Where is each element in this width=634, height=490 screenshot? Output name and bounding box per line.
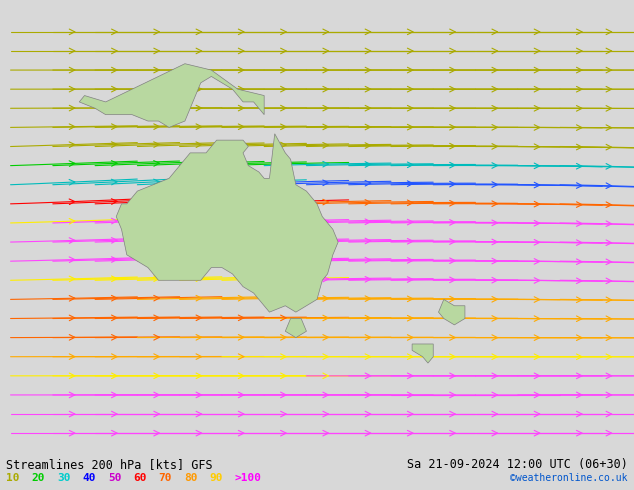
Text: 40: 40 — [82, 473, 96, 483]
Text: Sa 21-09-2024 12:00 UTC (06+30): Sa 21-09-2024 12:00 UTC (06+30) — [407, 458, 628, 471]
Text: 10: 10 — [6, 473, 20, 483]
Text: ©weatheronline.co.uk: ©weatheronline.co.uk — [510, 473, 628, 483]
Polygon shape — [439, 299, 465, 325]
Polygon shape — [285, 318, 306, 338]
Text: >100: >100 — [235, 473, 262, 483]
Text: 90: 90 — [209, 473, 223, 483]
Text: 30: 30 — [57, 473, 70, 483]
Polygon shape — [79, 64, 264, 127]
Text: 60: 60 — [133, 473, 146, 483]
Text: 70: 70 — [158, 473, 172, 483]
Polygon shape — [412, 344, 433, 363]
Polygon shape — [116, 134, 338, 312]
Text: Streamlines 200 hPa [kts] GFS: Streamlines 200 hPa [kts] GFS — [6, 458, 213, 471]
Text: 20: 20 — [32, 473, 45, 483]
Text: 50: 50 — [108, 473, 121, 483]
Text: 80: 80 — [184, 473, 197, 483]
